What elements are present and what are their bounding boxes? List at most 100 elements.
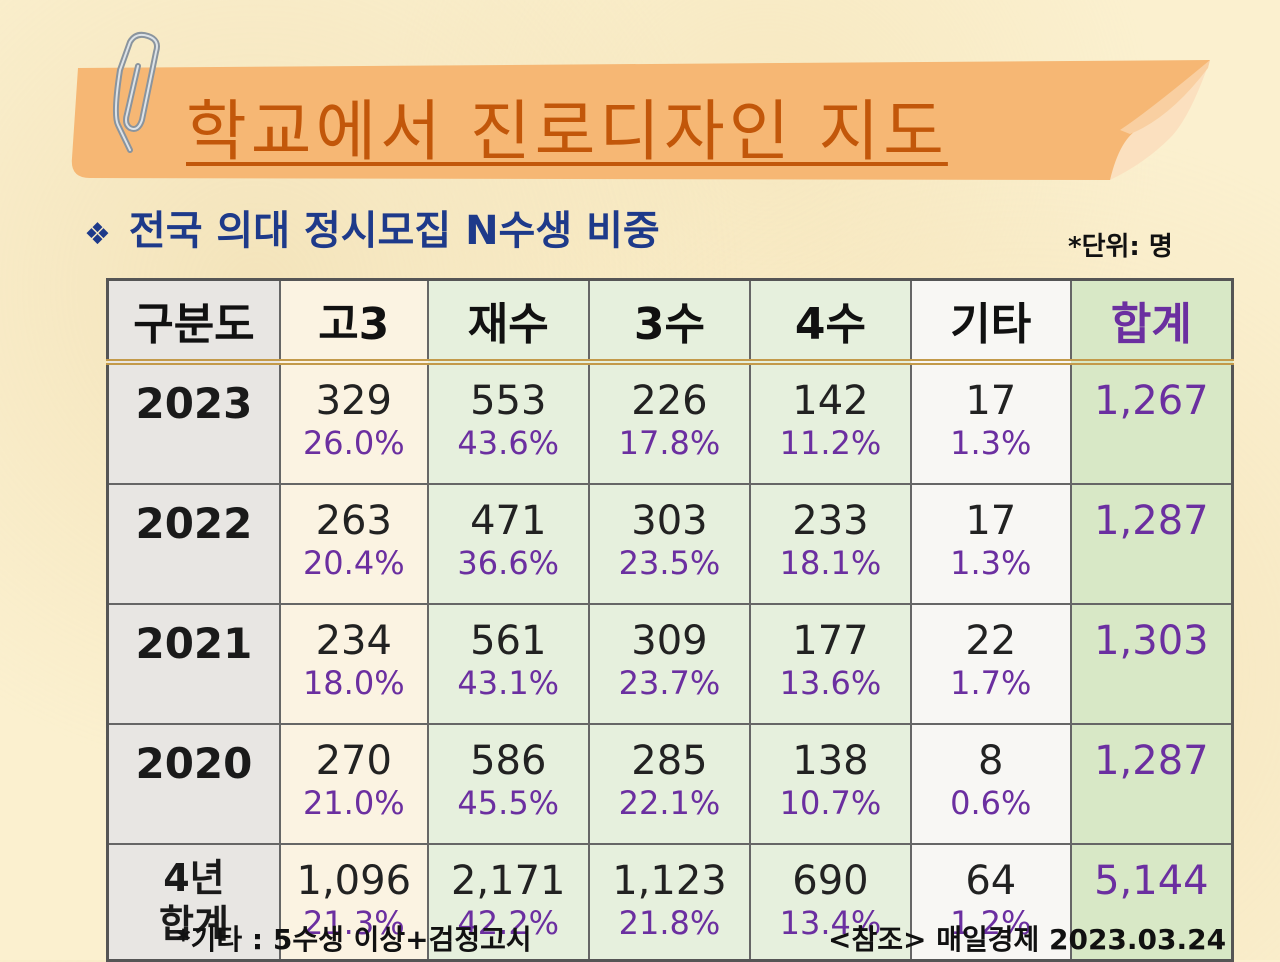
header-retake3: 4수 (749, 278, 912, 365)
table-cell: 329 26.0% (278, 361, 429, 485)
header-row: 구분도 고3 재수 3수 4수 기타 합계 (106, 278, 1234, 365)
table-cell: 8 0.6% (909, 723, 1072, 845)
cell-count: 8 (978, 738, 1004, 784)
table-row: 2021 234 18.0% 561 43.1% 309 23.7% 177 13.6%… (106, 603, 1234, 725)
table-cell: 561 43.1% (426, 603, 590, 725)
total-value: 1,287 (1094, 738, 1209, 784)
cell-percent: 1.3% (950, 544, 1032, 582)
total-cell: 1,303 (1069, 603, 1234, 725)
table-cell: 586 45.5% (426, 723, 590, 845)
cell-count: 138 (792, 738, 869, 784)
table-cell: 17 1.3% (909, 361, 1072, 485)
statistics-table: 구분도 고3 재수 3수 4수 기타 합계 2023 329 26.0% 553 4… (106, 278, 1234, 962)
cell-count: 17 (965, 378, 1017, 424)
cell-percent: 23.5% (618, 544, 721, 582)
header-total: 합계 (1069, 278, 1234, 365)
header-grade3: 고3 (278, 278, 429, 365)
section-subtitle: ❖ 전국 의대 정시모집 N수생 비중 (84, 198, 660, 256)
header-retake1: 재수 (426, 278, 590, 365)
cell-count: 233 (792, 498, 869, 544)
table-cell: 2,171 42.2% (426, 843, 590, 962)
row-label: 4년 합계 (106, 843, 281, 962)
cell-percent: 1.7% (950, 664, 1032, 702)
table-cell: 263 20.4% (278, 483, 429, 605)
table-cell: 142 11.2% (749, 361, 912, 485)
table-row: 4년 합계 1,096 21.3% 2,171 42.2% 1,123 21.8% 69… (106, 843, 1234, 962)
footnote: *기타 : 5수생 이상+검정고시 (176, 923, 532, 956)
table-cell: 138 10.7% (749, 723, 912, 845)
table-cell: 309 23.7% (587, 603, 752, 725)
page-title: 학교에서 진로디자인 지도 (186, 93, 948, 170)
table-row: 2020 270 21.0% 586 45.5% 285 22.1% 138 10.7%… (106, 723, 1234, 845)
table-cell: 303 23.5% (587, 483, 752, 605)
total-value: 1,267 (1094, 378, 1209, 424)
cell-count: 303 (631, 498, 708, 544)
diamond-bullet-icon: ❖ (84, 217, 111, 252)
table-cell: 285 22.1% (587, 723, 752, 845)
cell-percent: 18.0% (302, 664, 405, 702)
cell-count: 553 (470, 378, 547, 424)
table-row: 2023 329 26.0% 553 43.6% 226 17.8% 142 11.2%… (106, 361, 1234, 485)
table-cell: 471 36.6% (426, 483, 590, 605)
total-cell: 1,287 (1069, 483, 1234, 605)
cell-count: 309 (631, 618, 708, 664)
cell-count: 234 (315, 618, 392, 664)
table-cell: 553 43.6% (426, 361, 590, 485)
cell-count: 22 (965, 618, 1017, 664)
cell-count: 1,123 (612, 858, 727, 904)
cell-percent: 21.3% (302, 904, 405, 942)
cell-percent: 20.4% (302, 544, 405, 582)
cell-count: 64 (965, 858, 1017, 904)
header-other: 기타 (909, 278, 1072, 365)
cell-percent: 22.1% (618, 784, 721, 822)
cell-percent: 45.5% (457, 784, 560, 822)
cell-percent: 10.7% (779, 784, 882, 822)
cell-percent: 1.2% (950, 904, 1032, 942)
row-label: 2023 (106, 361, 281, 485)
total-value: 5,144 (1094, 858, 1209, 904)
table-cell: 64 1.2% (909, 843, 1072, 962)
total-cell: 5,144 (1069, 843, 1234, 962)
cell-count: 471 (470, 498, 547, 544)
cell-percent: 0.6% (950, 784, 1032, 822)
total-cell: 1,287 (1069, 723, 1234, 845)
cell-count: 1,096 (296, 858, 412, 904)
header-retake2: 3수 (587, 278, 752, 365)
table-row: 2022 263 20.4% 471 36.6% 303 23.5% 233 18.1%… (106, 483, 1234, 605)
cell-count: 226 (631, 378, 708, 424)
cell-count: 561 (470, 618, 547, 664)
row-label-line1: 4년 (163, 856, 225, 900)
cell-percent: 1.3% (950, 424, 1032, 462)
total-cell: 1,267 (1069, 361, 1234, 485)
cell-count: 285 (631, 738, 708, 784)
cell-percent: 43.1% (457, 664, 560, 702)
total-value: 1,303 (1094, 618, 1209, 664)
paperclip-icon (108, 30, 168, 159)
table-cell: 226 17.8% (587, 361, 752, 485)
cell-count: 17 (965, 498, 1017, 544)
table-cell: 234 18.0% (278, 603, 429, 725)
cell-percent: 11.2% (779, 424, 882, 462)
cell-count: 690 (792, 858, 869, 904)
table-cell: 270 21.0% (278, 723, 429, 845)
cell-percent: 17.8% (618, 424, 721, 462)
cell-percent: 21.0% (302, 784, 405, 822)
table-cell: 177 13.6% (749, 603, 912, 725)
table-cell: 1,123 21.8% (587, 843, 752, 962)
total-value: 1,287 (1094, 498, 1209, 544)
cell-percent: 13.4% (779, 904, 882, 942)
cell-percent: 23.7% (618, 664, 721, 702)
cell-percent: 18.1% (779, 544, 882, 582)
row-label: 2020 (106, 723, 281, 845)
table-cell: 233 18.1% (749, 483, 912, 605)
cell-count: 263 (315, 498, 392, 544)
row-label-line2: 합계 (158, 902, 229, 946)
table-cell: 17 1.3% (909, 483, 1072, 605)
table-cell: 1,096 21.3% (278, 843, 429, 962)
header-category: 구분도 (106, 278, 281, 365)
cell-count: 177 (792, 618, 869, 664)
cell-count: 2,171 (450, 858, 566, 904)
cell-count: 329 (315, 378, 392, 424)
cell-count: 270 (315, 738, 392, 784)
row-label: 2022 (106, 483, 281, 605)
